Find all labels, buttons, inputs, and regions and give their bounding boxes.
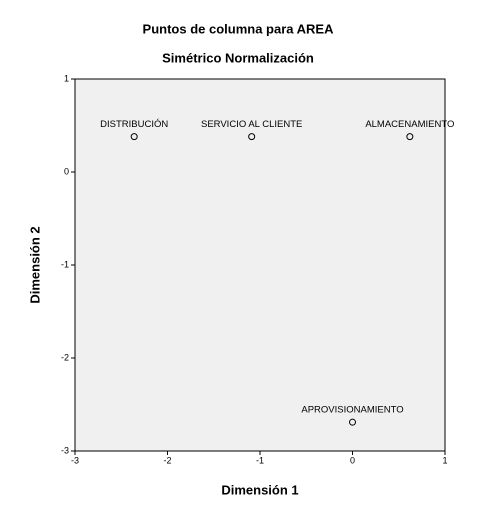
chart-title: Puntos de columna para AREA xyxy=(143,21,335,36)
y-tick-label: 1 xyxy=(64,73,69,83)
y-axis-label: Dimensión 2 xyxy=(27,226,42,303)
point-label: SERVICIO AL CLIENTE xyxy=(201,119,302,130)
point-label: APROVISIONAMIENTO xyxy=(301,405,403,416)
x-tick-label: -1 xyxy=(256,455,264,465)
chart-subtitle: Simétrico Normalización xyxy=(162,50,314,65)
y-tick-label: -2 xyxy=(61,352,69,362)
x-tick-label: 1 xyxy=(442,455,447,465)
plot-area xyxy=(74,78,446,452)
point xyxy=(406,133,414,141)
y-tick-label: -1 xyxy=(61,259,69,269)
point xyxy=(130,133,138,141)
point-label: ALMACENAMIENTO xyxy=(365,119,454,130)
point-label: DISTRIBUCIÓN xyxy=(100,119,168,130)
y-tick-label: -3 xyxy=(61,445,69,455)
x-axis-label: Dimensión 1 xyxy=(221,482,298,497)
x-tick-label: -2 xyxy=(163,455,171,465)
x-tick-label: -3 xyxy=(71,455,79,465)
point xyxy=(349,418,356,426)
y-tick-label: 0 xyxy=(64,166,69,176)
point xyxy=(248,133,256,141)
x-tick-label: 0 xyxy=(350,455,355,465)
